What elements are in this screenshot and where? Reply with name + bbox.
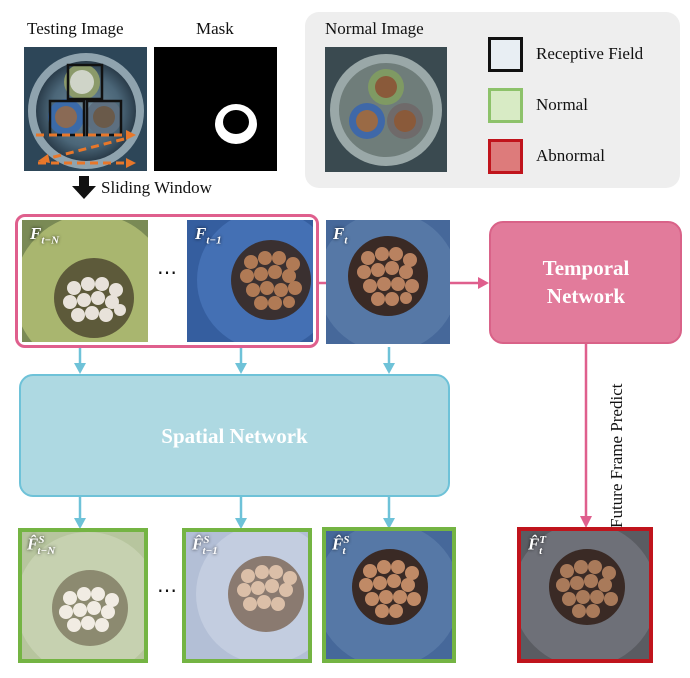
testing-image-label: Testing Image bbox=[27, 19, 124, 38]
frame-group-outline bbox=[15, 214, 319, 348]
spatial-network-label: Spatial Network bbox=[161, 424, 308, 448]
output-s-t-label: F̂St bbox=[332, 534, 350, 558]
output-s-t bbox=[322, 527, 456, 663]
output-t-t bbox=[517, 527, 653, 663]
down-arrow-icon bbox=[71, 176, 97, 200]
sliding-window-label: Sliding Window bbox=[101, 178, 212, 197]
frame-t-minus-n-label: Ft−N bbox=[30, 224, 60, 247]
legend-swatch-normal bbox=[488, 88, 523, 123]
output-t-t-label: F̂Tt bbox=[528, 534, 547, 558]
mask-label: Mask bbox=[196, 19, 234, 38]
temporal-network-box bbox=[489, 221, 682, 344]
temporal-network-label: Temporal Network bbox=[542, 256, 630, 308]
legend-label-receptive-field: Receptive Field bbox=[536, 44, 644, 63]
legend-label-abnormal: Abnormal bbox=[536, 146, 605, 165]
output-s-t-minus-n bbox=[18, 528, 148, 663]
legend-swatch-abnormal bbox=[488, 139, 523, 174]
arrow-to-temporal bbox=[478, 277, 489, 289]
frame-t bbox=[326, 220, 450, 344]
future-frame-predict-label: Future Frame Predict bbox=[607, 383, 626, 528]
output-s-t-minus-1 bbox=[182, 528, 312, 663]
spatial-network-box bbox=[19, 374, 450, 497]
frame-t-minus-1 bbox=[187, 220, 313, 342]
frame-t-minus-n bbox=[22, 220, 148, 342]
legend-label-normal: Normal bbox=[536, 95, 588, 114]
legend-swatch-receptive-field bbox=[488, 37, 523, 72]
normal-image-label: Normal Image bbox=[325, 19, 424, 38]
mask-image bbox=[154, 47, 277, 171]
output-ellipsis: ⋯ bbox=[157, 580, 177, 602]
testing-image bbox=[24, 47, 147, 171]
frame-ellipsis: ⋯ bbox=[157, 262, 177, 284]
normal-image bbox=[325, 47, 447, 172]
output-s-t-minus-1-label: F̂St−1 bbox=[192, 534, 218, 558]
frame-t-label: Ft bbox=[333, 224, 348, 247]
output-s-t-minus-n-label: F̂St−N bbox=[27, 534, 56, 558]
frame-t-minus-1-label: Ft−1 bbox=[195, 224, 222, 247]
